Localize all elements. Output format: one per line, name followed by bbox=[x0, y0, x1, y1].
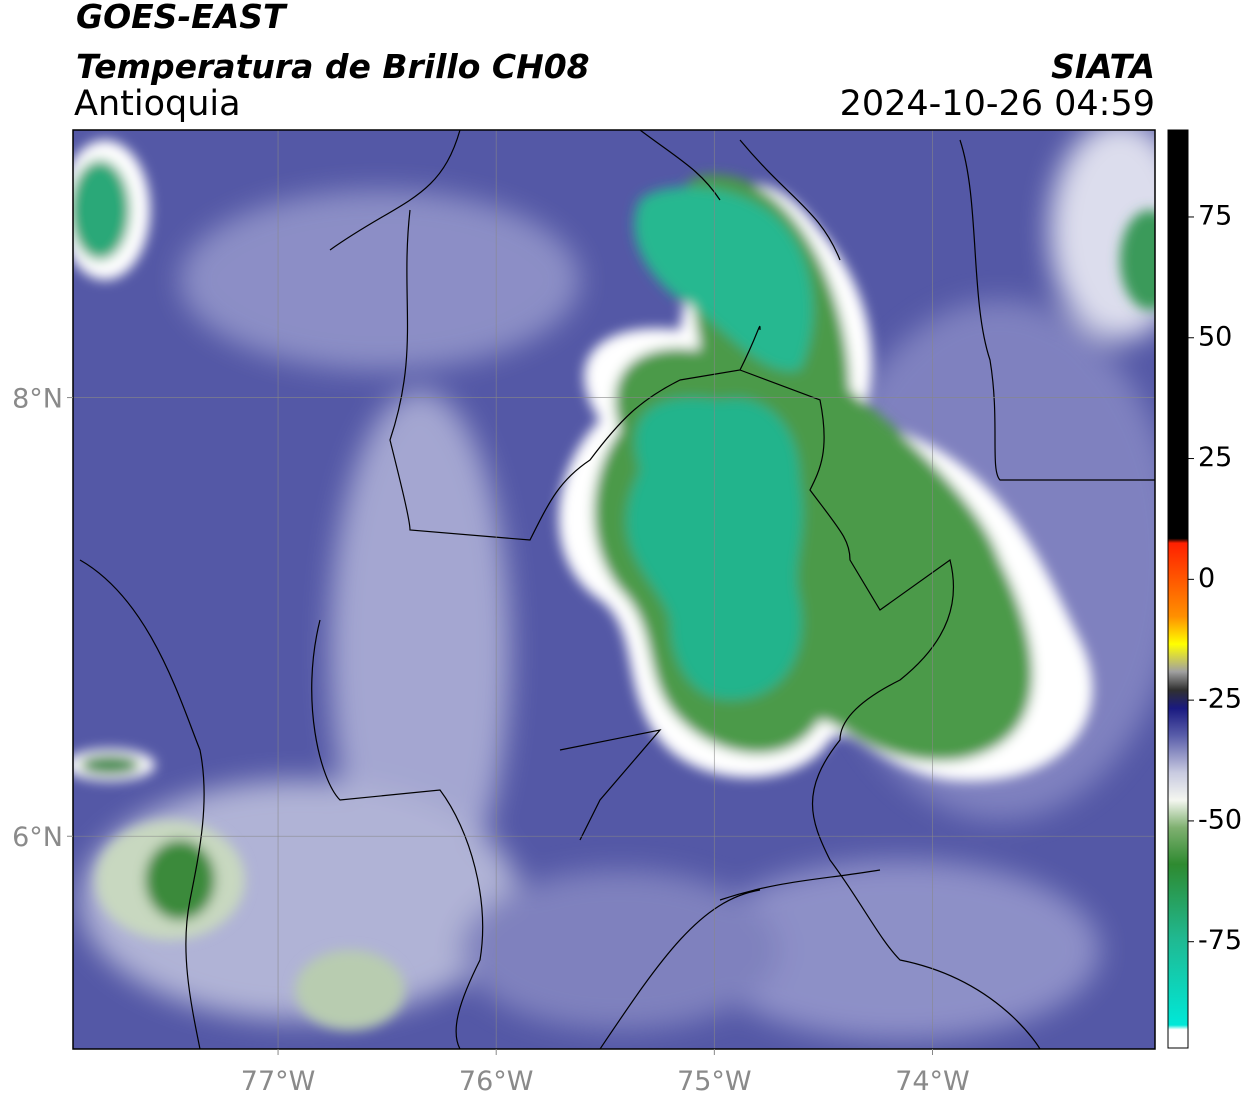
lat-tick-label: 8°N bbox=[12, 384, 63, 415]
colorbar-tick-label: -50 bbox=[1198, 804, 1242, 835]
colorbar-tick-label: 0 bbox=[1198, 563, 1215, 594]
map-frame bbox=[72, 129, 1156, 1050]
lon-tick-label: 76°W bbox=[459, 1066, 534, 1097]
colorbar-tick-label: 25 bbox=[1198, 442, 1232, 473]
lon-tick-label: 75°W bbox=[677, 1066, 752, 1097]
lat-tick-label: 6°N bbox=[12, 822, 63, 853]
lon-tick-label: 74°W bbox=[895, 1066, 970, 1097]
title: GOES-EAST bbox=[76, 0, 288, 36]
borders bbox=[79, 130, 1155, 1049]
source: SIATA bbox=[1051, 47, 1155, 86]
colorbar bbox=[1167, 129, 1189, 1049]
subtitle: Temperatura de Brillo CH08 bbox=[76, 47, 590, 86]
satellite-image bbox=[73, 130, 1155, 1049]
lon-tick-label: 77°W bbox=[241, 1066, 316, 1097]
graticule bbox=[73, 130, 1155, 1049]
colorbar-tick-label: 75 bbox=[1198, 200, 1232, 231]
region: Antioquia bbox=[74, 84, 241, 124]
colorbar-tick-label: 50 bbox=[1198, 321, 1232, 352]
colorbar-tick-label: -25 bbox=[1198, 684, 1242, 715]
datetime: 2024-10-26 04:59 bbox=[840, 84, 1155, 124]
colorbar-tick-label: -75 bbox=[1198, 925, 1242, 956]
axes: 77°W 76°W 75°W 74°W 8°N 6°N 75 50 25 0 -25 -50 -75 bbox=[12, 200, 1242, 1097]
